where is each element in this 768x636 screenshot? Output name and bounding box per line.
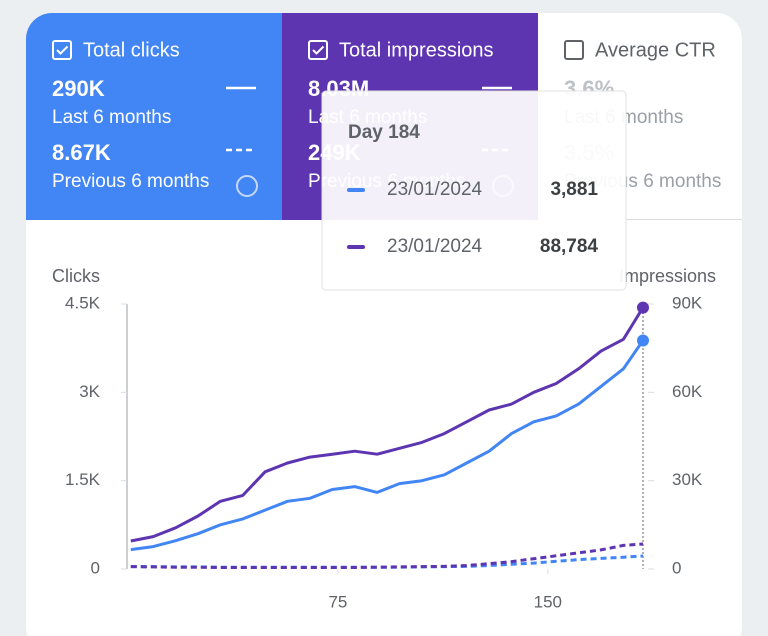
card-value: 8.67K	[52, 140, 111, 165]
card-title: Average CTR	[595, 39, 716, 61]
checkbox[interactable]	[564, 40, 584, 60]
clicks-card[interactable]	[26, 13, 282, 220]
tooltip-value: 88,784	[540, 236, 599, 257]
check	[312, 45, 325, 55]
tooltip-title: Day 184	[348, 122, 420, 143]
y2-axis-label: Impressions	[619, 266, 716, 286]
y2-tick-label: 0	[672, 558, 681, 577]
card-period: Previous 6 months	[52, 171, 209, 192]
tooltip-value: 3,881	[550, 179, 598, 200]
y-tick-label: 0	[91, 558, 100, 577]
current-line	[130, 306, 645, 543]
x-tick-label: 150	[534, 592, 562, 611]
hover-dot	[637, 301, 649, 314]
card-title: Total impressions	[339, 39, 494, 61]
y2-tick-label: 30K	[672, 470, 703, 489]
checkboxes	[52, 40, 584, 60]
card-title: Total clicks	[83, 39, 180, 61]
y-tick-label: 4.5K	[65, 293, 101, 312]
tooltip-box	[321, 90, 627, 291]
card-value: 290K	[52, 76, 105, 101]
tooltip: Day 184 23/01/2024 3,881 23/01/2024 88,784	[321, 90, 627, 291]
current-line	[130, 339, 645, 552]
divider	[538, 219, 742, 220]
y-tick-label: 3K	[79, 382, 100, 401]
y2-tick-label: 90K	[672, 293, 703, 312]
tooltip-date: 23/01/2024	[387, 236, 483, 257]
tooltip-date: 23/01/2024	[387, 179, 483, 200]
help-icon[interactable]	[236, 175, 258, 197]
card-period: Last 6 months	[52, 107, 171, 128]
hover-dot	[637, 334, 649, 347]
y2-tick-label: 60K	[672, 382, 703, 401]
y-axis-label: Clicks	[52, 266, 100, 286]
check	[56, 45, 69, 55]
y-tick-label: 1.5K	[65, 470, 101, 489]
previous-line	[130, 542, 644, 569]
x-tick-label: 75	[328, 592, 347, 611]
checkbox[interactable]	[308, 40, 328, 60]
checkbox[interactable]	[52, 40, 72, 60]
